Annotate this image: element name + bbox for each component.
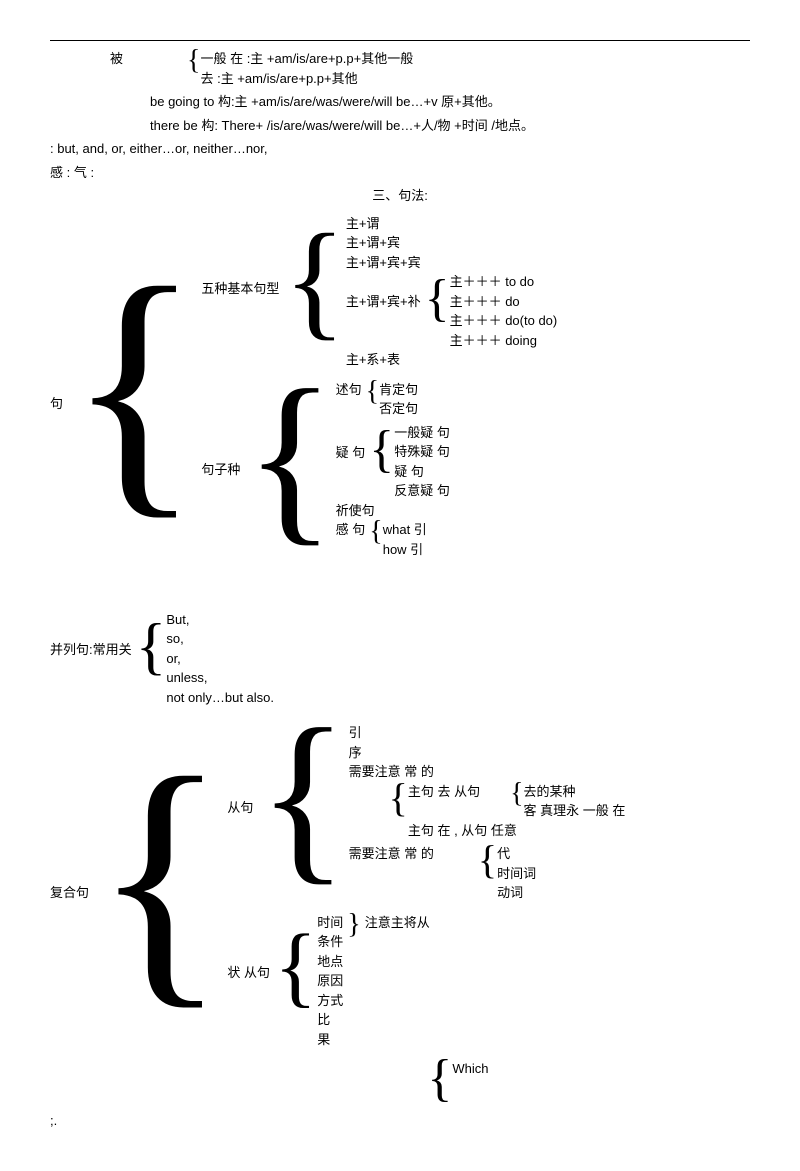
which-label: Which [452,1059,488,1079]
therebe-line: there be 构: There+ /is/are/was/were/will… [150,116,750,136]
brace: { [244,362,335,552]
page-rule [50,40,750,41]
brace: { [136,614,167,678]
parallel-label: 并列句:常用关 [50,640,132,660]
sub1-right: 去的某种 [524,782,626,802]
zhuang-item: 时间 [317,913,343,933]
right-brace: } [347,911,360,939]
footer-mark: ;. [50,1111,750,1131]
gan-item: what 引 [383,520,427,540]
note2-item: 动词 [497,883,536,903]
brace: { [257,701,348,891]
pattern-item: 主+系+表 [346,350,557,370]
zhuang-item: 条件 [317,932,343,952]
qi-item: 祈使句 [336,501,450,521]
zhuang-note: 注意主将从 [365,913,430,933]
which-block: { Which [427,1059,625,1105]
brace: { [67,246,201,526]
note2-item: 时间词 [497,864,536,884]
zhuang-block: 状 从句 { 时间 条件 } 注意主将从 地点 原因 方式 比 果 [227,913,625,1050]
five-label: 五种基本句型 [201,279,279,299]
parallel-item: But, [166,610,274,630]
sentence-types: 句子种 { 述句 { 肯定句 否定句 疑 句 { [201,380,557,560]
sub-item: 主＋＋＋ do(to do) [450,311,558,331]
brace: { [369,424,394,476]
types-label: 句子种 [201,460,240,480]
zhuang-item: 地点 [317,952,429,972]
parallel-item: unless, [166,668,274,688]
sub1-item: 主句 在 , 从句 任意 [408,821,626,841]
pattern-item: 主+谓+宾+宾 [346,253,557,273]
brace: { [187,47,200,75]
gan-item: how 引 [383,540,427,560]
yi-item: 特殊疑 句 [394,442,450,462]
parallel-item: or, [166,649,274,669]
complex-label: 复合句 [50,883,89,903]
sub1-right: 客 真理永 一般 在 [524,801,626,821]
pattern-item: 主+谓+宾+补 [346,292,421,312]
brace: { [389,778,408,818]
sub-item: 主＋＋＋ to do [450,272,558,292]
cong-item: 序 [349,743,626,763]
cong-label: 从句 [227,798,253,818]
yi-item: 反意疑 句 [394,481,450,501]
bei-line2: 去 :主 +am/is/are+p.p+其他 [200,69,413,89]
cong-block: 从句 { 引 序 需要注意 常 的 { 主句 去 从句 { [227,723,625,903]
yi-label: 疑 句 [336,443,366,463]
gan-line: 感 : 气 : [50,163,750,183]
brace: { [283,215,345,345]
brace: { [425,273,450,325]
brace: { [93,736,227,1016]
begoing-line: be going to 构:主 +am/is/are/was/were/will… [150,92,750,112]
zhuang-label: 状 从句 [227,963,270,983]
parallel-block: 并列句:常用关 { But, so, or, unless, not only…… [50,610,750,708]
five-patterns: 五种基本句型 { 主+谓 主+谓+宾 主+谓+宾+宾 主+谓+宾+补 { 主＋＋… [201,214,557,370]
yi-item: 疑 句 [394,462,450,482]
complex-block: 复合句 { 从句 { 引 序 需要注意 常 的 { 主句 去 从句 [50,723,750,1105]
brace: { [427,1053,452,1105]
sub-item: 主＋＋＋ doing [450,331,558,351]
gan-label: 感 句 [336,520,366,540]
pattern-item: 主+谓 [346,214,557,234]
cong-item: 引 [349,723,626,743]
shu-item: 肯定句 [379,380,418,400]
sub-item: 主＋＋＋ do [450,292,558,312]
note2-item: 代 [497,844,536,864]
note2-label: 需要注意 常 的 [349,844,434,864]
parallel-item: so, [166,629,274,649]
sub1-item: 主句 去 从句 [408,782,480,802]
brace: { [369,518,382,546]
conj-line: : but, and, or, either…or, neither…nor, [50,139,750,159]
zhuang-item: 原因 [317,971,429,991]
passive-block: 被 { 一般 在 :主 +am/is/are+p.p+其他一般 去 :主 +am… [110,49,750,88]
brace: { [274,922,317,1012]
zhuang-item: 比 [317,1010,429,1030]
bei-label: 被 [110,49,123,69]
pattern-item: 主+谓+宾 [346,233,557,253]
yi-item: 一般疑 句 [394,423,450,443]
shu-label: 述句 [336,380,362,400]
zhuang-item: 方式 [317,991,429,1011]
shu-item: 否定句 [379,399,418,419]
ju-label: 句 [50,394,63,414]
brace: { [510,780,523,808]
bei-line1: 一般 在 :主 +am/is/are+p.p+其他一般 [200,49,413,69]
brace: { [366,378,379,406]
section-title: 三、句法: [50,186,750,206]
sentence-block: 句 { 五种基本句型 { 主+谓 主+谓+宾 主+谓+宾+宾 主+谓+宾+补 { [50,214,750,594]
brace: { [478,840,497,880]
zhuang-item: 果 [317,1030,429,1050]
